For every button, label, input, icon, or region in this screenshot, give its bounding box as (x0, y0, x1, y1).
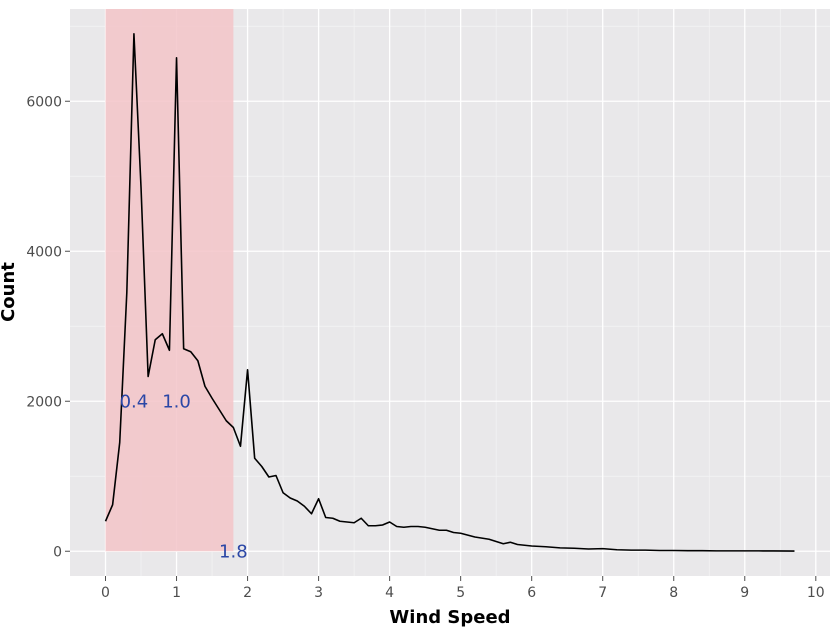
highlight-region (105, 9, 234, 552)
annotation-label: 0.4 (120, 391, 149, 412)
annotations-layer: 0.4 1.0 1.8 (120, 391, 248, 562)
x-axis: 0 1 2 3 4 5 6 7 8 9 10 (101, 576, 825, 601)
x-tick-label: 7 (598, 585, 607, 601)
x-tick-label: 6 (527, 585, 536, 601)
x-tick-label: 5 (456, 585, 465, 601)
highlight-region-layer (105, 9, 234, 552)
series-line (104, 32, 795, 552)
y-tick-label: 6000 (26, 94, 62, 110)
x-tick-label: 2 (243, 585, 252, 601)
y-axis-title: Count (0, 262, 19, 322)
x-tick-label: 1 (172, 585, 181, 601)
minor-gridlines (70, 9, 830, 576)
x-tick-label: 3 (314, 585, 323, 601)
y-tick-label: 0 (53, 544, 62, 560)
annotation-label: 1.0 (162, 391, 191, 412)
x-tick-label: 10 (807, 585, 825, 601)
x-tick-label: 0 (101, 585, 110, 601)
y-axis: 0 2000 4000 6000 (26, 94, 70, 560)
x-tick-label: 8 (669, 585, 678, 601)
series-layer (104, 32, 795, 552)
x-tick-label: 9 (740, 585, 749, 601)
y-tick-label: 2000 (26, 394, 62, 410)
x-tick-label: 4 (385, 585, 394, 601)
x-axis-title: Wind Speed (389, 607, 510, 628)
annotation-label: 1.8 (219, 541, 248, 562)
y-tick-label: 4000 (26, 244, 62, 260)
